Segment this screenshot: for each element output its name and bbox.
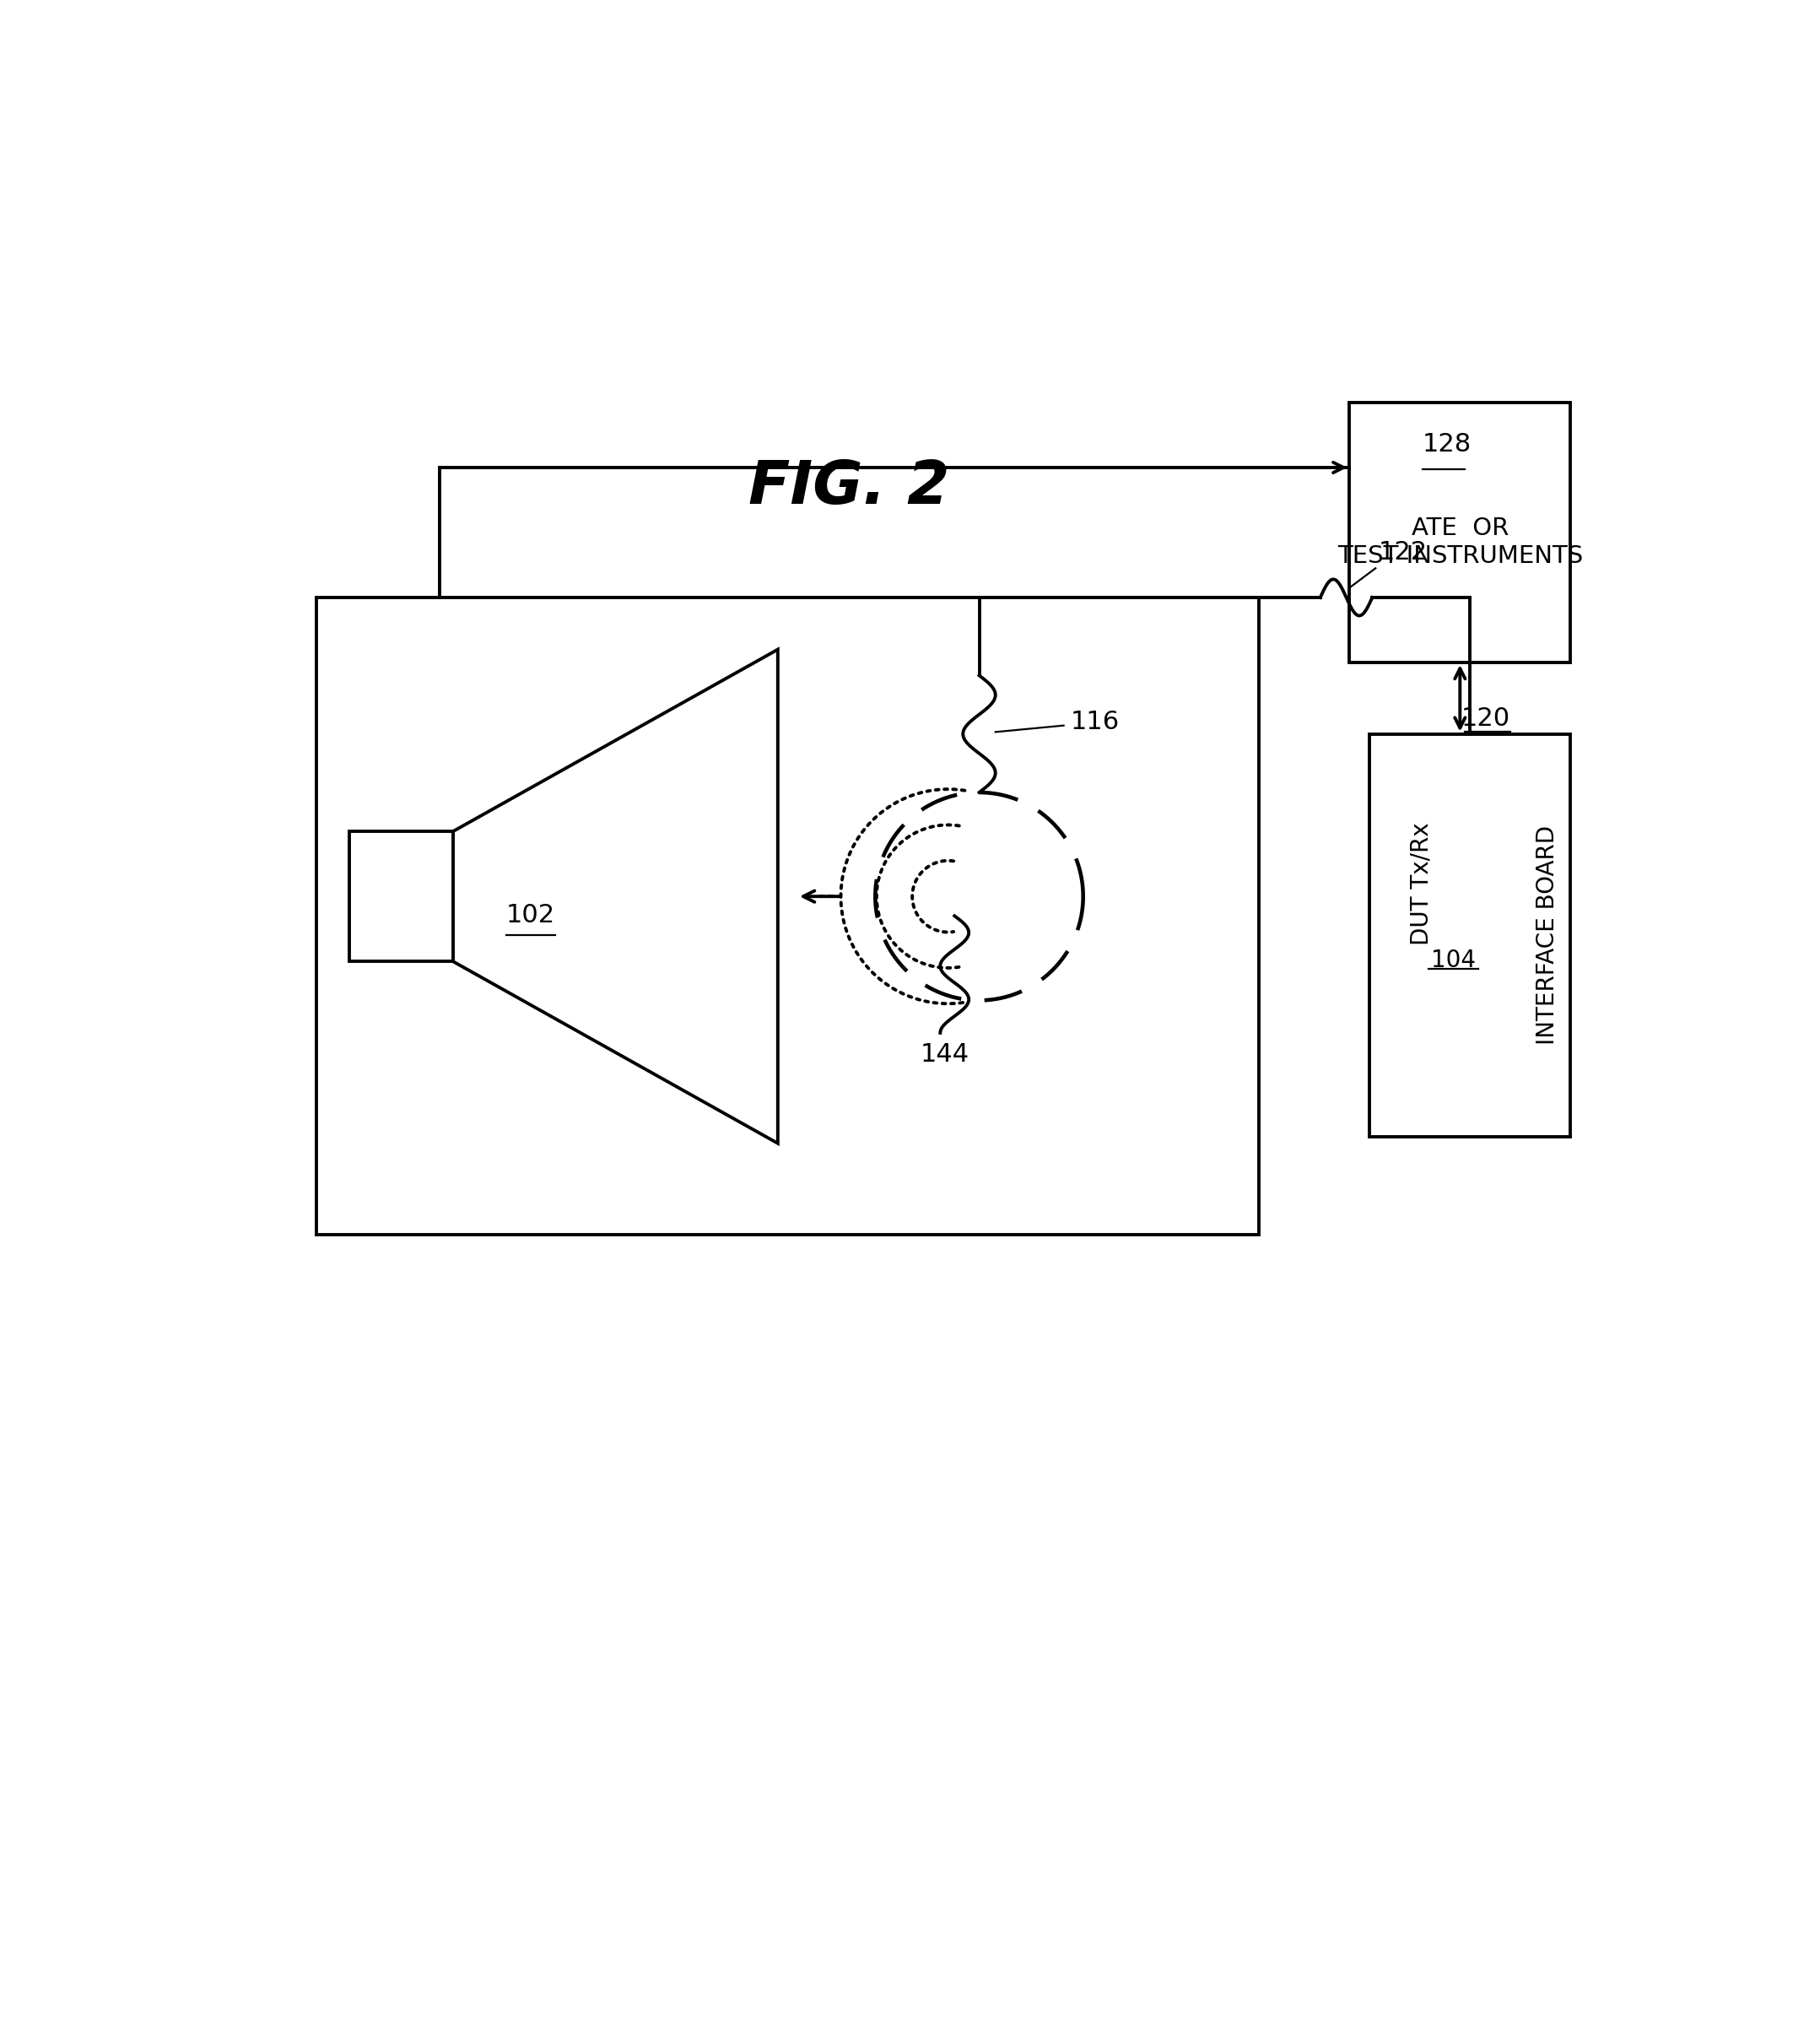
Text: 144: 144 [921, 1042, 970, 1067]
Text: 116: 116 [1070, 709, 1119, 734]
Text: 102: 102 [506, 903, 555, 928]
Bar [349, 832, 453, 961]
Text: DUT Tx/Rx: DUT Tx/Rx [1409, 822, 1432, 944]
Text: 120: 120 [1461, 707, 1511, 730]
Text: INTERFACE BOARD: INTERFACE BOARD [1536, 826, 1560, 1044]
Bar [1369, 734, 1571, 1136]
Bar [1350, 403, 1571, 662]
Text: 128: 128 [1423, 431, 1472, 456]
Text: ATE  OR
TEST INSTRUMENTS: ATE OR TEST INSTRUMENTS [1338, 517, 1583, 568]
Text: 122: 122 [1380, 540, 1429, 564]
Text: 104: 104 [1431, 948, 1476, 973]
Text: FIG. 2: FIG. 2 [748, 458, 950, 517]
Polygon shape [453, 650, 777, 1143]
Bar [317, 597, 1259, 1235]
